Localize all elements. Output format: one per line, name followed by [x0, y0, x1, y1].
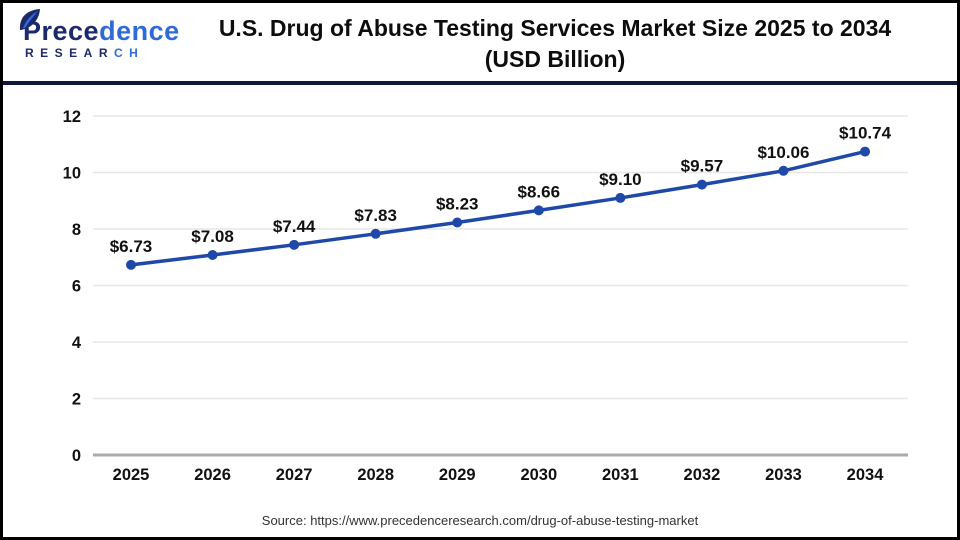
data-point — [860, 146, 871, 157]
page-title-line2: (USD Billion) — [484, 46, 626, 72]
logo-brand-part2: dence — [99, 16, 180, 46]
x-tick-label: 2030 — [520, 466, 557, 484]
data-point — [452, 217, 463, 228]
y-tick-label: 8 — [72, 221, 81, 239]
x-tick-label: 2028 — [357, 466, 394, 484]
data-point-label: $10.74 — [839, 124, 892, 143]
y-tick-label: 0 — [72, 447, 81, 465]
y-tick-label: 12 — [63, 108, 81, 126]
precedence-research-logo: Precedence RESEARCH — [19, 9, 181, 60]
series-line — [129, 149, 867, 267]
data-point — [370, 228, 381, 239]
data-point — [289, 239, 300, 250]
y-tick-label: 4 — [72, 334, 82, 352]
data-point-label: $8.23 — [436, 195, 479, 214]
y-tick-label: 10 — [63, 165, 81, 183]
data-point — [533, 205, 544, 216]
x-tick-label: 2029 — [439, 466, 476, 484]
source-text: Source: https://www.precedenceresearch.c… — [261, 513, 699, 528]
data-point-label: $7.08 — [191, 227, 234, 246]
data-point-label: $9.10 — [599, 170, 642, 189]
x-tick-label: 2026 — [194, 466, 231, 484]
data-point — [615, 192, 626, 203]
data-point — [696, 179, 707, 190]
y-tick-label: 6 — [72, 278, 81, 296]
logo-brand-part1: Prece — [23, 16, 100, 46]
data-point — [126, 259, 136, 270]
line-chart: 0 2 4 6 8 10 12 $6.73 $7.08 $7.44 $7.83 $8.23 $8.66 $… — [3, 91, 957, 503]
logo-brand-text: Precedence — [19, 9, 181, 46]
data-point-label: $7.44 — [273, 217, 316, 236]
data-point — [207, 249, 218, 260]
x-tick-label: 2031 — [602, 466, 639, 484]
y-tick-label: 2 — [72, 391, 81, 409]
header-divider — [3, 81, 957, 85]
logo-subtitle-part1: RESEAR — [25, 46, 115, 60]
data-point-label: $9.57 — [681, 157, 724, 176]
x-tick-label: 2034 — [847, 466, 885, 484]
data-point-label: $7.83 — [354, 206, 397, 225]
x-tick-label: 2033 — [765, 466, 802, 484]
header: Precedence RESEARCH U.S. Drug of Abuse T… — [3, 3, 957, 81]
x-tick-label: 2032 — [684, 466, 721, 484]
data-point-label: $6.73 — [110, 237, 153, 256]
data-point — [778, 165, 789, 176]
data-point-label: $8.66 — [518, 182, 561, 201]
logo-subtitle: RESEARCH — [21, 46, 181, 60]
market-size-line-chart-svg: 0 2 4 6 8 10 12 $6.73 $7.08 $7.44 $7.83 $8.23 $8.66 $… — [63, 108, 908, 484]
x-tick-label: 2025 — [113, 466, 150, 484]
x-tick-label: 2027 — [276, 466, 313, 484]
leaf-icon — [19, 9, 40, 30]
data-point-label: $10.06 — [757, 143, 809, 162]
logo-subtitle-part2: CH — [114, 46, 145, 60]
page-title: U.S. Drug of Abuse Testing Services Mark… — [168, 13, 942, 75]
page-title-line1: U.S. Drug of Abuse Testing Services Mark… — [218, 15, 892, 41]
